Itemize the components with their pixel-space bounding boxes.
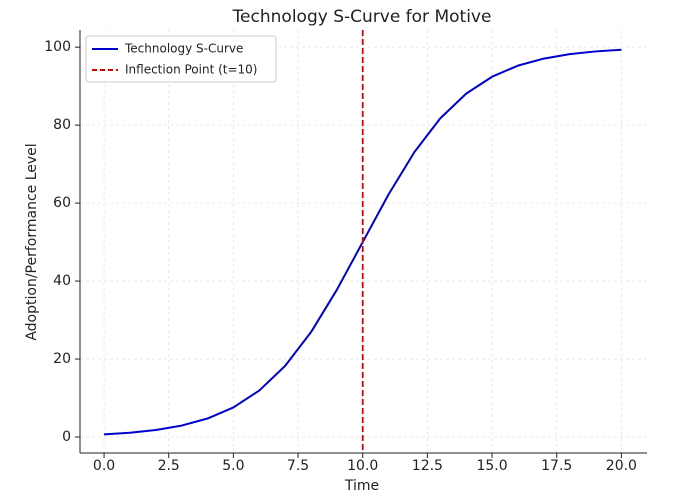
x-tick-label: 5.0 [222, 458, 244, 474]
legend-box [85, 35, 277, 83]
y-tick-label: 0 [62, 429, 71, 445]
x-tick-label: 12.5 [412, 458, 443, 474]
x-tick-label: 15.0 [476, 458, 507, 474]
legend-label: Technology S-Curve [124, 42, 243, 56]
y-tick-label: 60 [53, 195, 71, 211]
y-axis-label: Adoption/Performance Level [24, 143, 40, 340]
y-tick-label: 100 [44, 39, 71, 55]
y-tick-label: 40 [53, 273, 71, 289]
y-tick-label: 20 [53, 351, 71, 367]
x-tick-label: 10.0 [347, 458, 378, 474]
x-tick-label: 17.5 [541, 458, 572, 474]
y-tick-label: 80 [53, 117, 71, 133]
x-tick-label: 20.0 [606, 458, 637, 474]
legend-label: Inflection Point (t=10) [125, 63, 258, 77]
x-tick-label: 7.5 [287, 458, 309, 474]
x-axis-label: Time [344, 478, 379, 494]
chart-title: Technology S-Curve for Motive [232, 7, 492, 27]
x-tick-label: 0.0 [93, 458, 115, 474]
x-tick-label: 2.5 [158, 458, 180, 474]
